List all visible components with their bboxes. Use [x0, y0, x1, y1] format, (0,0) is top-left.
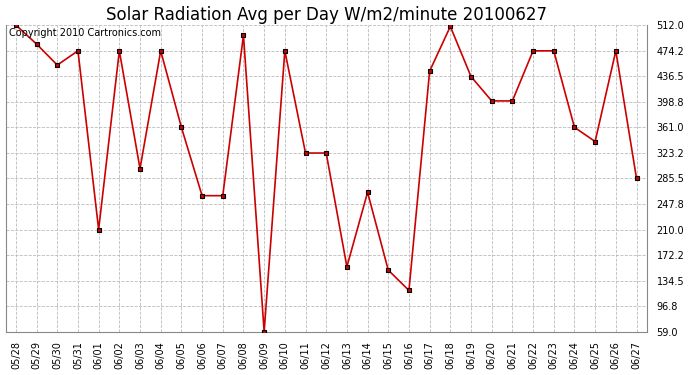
- Text: Copyright 2010 Cartronics.com: Copyright 2010 Cartronics.com: [9, 28, 161, 38]
- Title: Solar Radiation Avg per Day W/m2/minute 20100627: Solar Radiation Avg per Day W/m2/minute …: [106, 6, 546, 24]
